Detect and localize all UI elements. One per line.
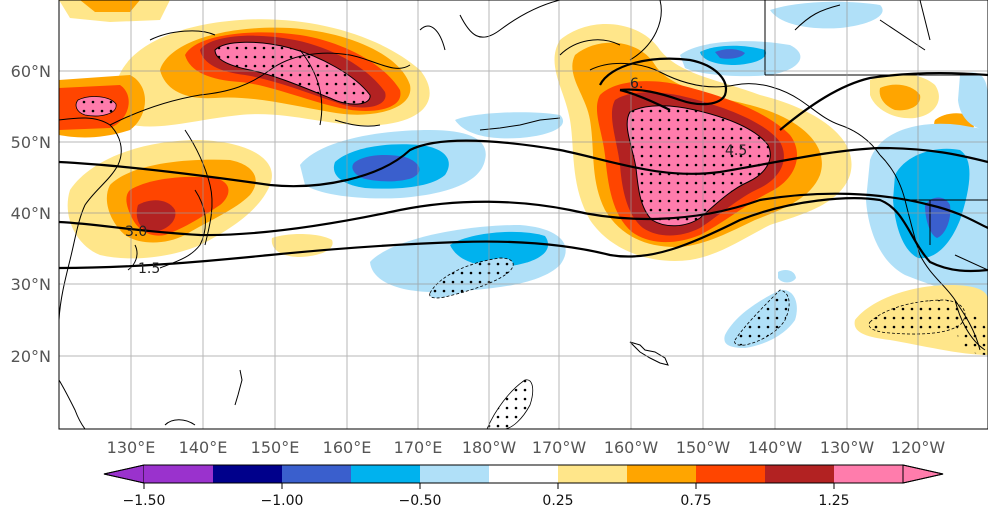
colorbar-tick-label: 1.25 [818,493,849,509]
colorbar: −1.50 −1.00 −0.50 0.25 0.75 1.25 [103,464,944,509]
colorbar-bin [696,465,765,483]
colorbar-bin [627,465,696,483]
colorbar-tick-label: −1.00 [261,493,304,509]
lat-label: 50°N [11,133,51,152]
colorbar-bin [144,465,213,483]
lon-label: 150°W [676,438,731,457]
lon-label: 160°W [604,438,659,457]
colorbar-bin [213,465,282,483]
colorbar-tick-label: −1.50 [123,493,166,509]
map-border [58,0,988,430]
coastlines [59,0,988,429]
colorbar-tick-label: 0.75 [680,493,711,509]
lat-label: 30°N [11,275,51,294]
lon-label: 120°W [891,438,946,457]
contour-label-4.5: 4.5 [725,143,747,159]
longitude-labels: 130°E 140°E 150°E 160°E 170°E 180°W 170°… [107,438,946,457]
lon-label: 140°W [748,438,803,457]
lat-label: 20°N [11,347,51,366]
lon-label: 140°E [179,438,228,457]
lon-label: 180°W [462,438,517,457]
colorbar-bin [834,465,903,483]
colorbar-bin [282,465,351,483]
colorbar-bin [351,465,420,483]
latitude-labels: 60°N 50°N 40°N 30°N 20°N [11,62,51,366]
contour-label-3.0: 3.0 [125,224,147,240]
lon-label: 160°E [323,438,372,457]
lon-label: 150°E [251,438,300,457]
lon-label: 170°W [532,438,587,457]
colorbar-bin [420,465,489,483]
gridlines [59,0,988,429]
colorbar-tick-label: −0.50 [399,493,442,509]
lat-label: 40°N [11,204,51,223]
lat-label: 60°N [11,62,51,81]
colorbar-extend-low [103,464,145,484]
colorbar-bin [489,465,558,483]
lon-label: 130°W [820,438,875,457]
colorbar-tick-label: 0.25 [542,493,573,509]
black-contours [59,57,988,273]
contour-labels: 3.0 1.5 4.5 6. [125,76,747,277]
colorbar-extend-high [902,464,944,484]
lon-label: 170°E [394,438,443,457]
contour-label-1.5: 1.5 [138,261,160,277]
lon-label: 130°E [107,438,156,457]
colorbar-bin [558,465,627,483]
colorbar-bin [765,465,834,483]
map-panel: 3.0 1.5 4.5 6. [59,0,988,429]
contour-label-6: 6. [630,76,643,92]
